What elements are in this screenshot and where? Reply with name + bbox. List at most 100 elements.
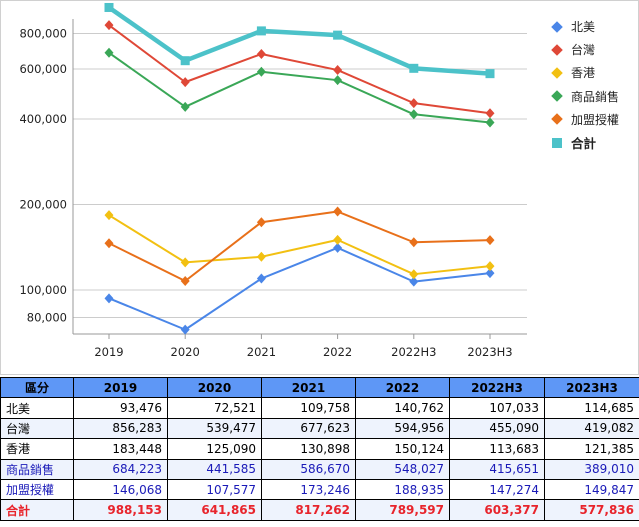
legend-label: 香港 xyxy=(571,66,596,81)
table-cell: 389,010 xyxy=(544,458,639,480)
y-tick-label: 800,000 xyxy=(19,27,67,41)
table-header-cell: 2019 xyxy=(73,376,168,399)
table-cell: 817,262 xyxy=(261,499,356,521)
data-point-diamond xyxy=(256,217,266,228)
table-cell: 577,836 xyxy=(544,499,639,521)
data-point-square xyxy=(256,26,266,36)
table-cell: 93,476 xyxy=(73,397,168,419)
table-row-label: 加盟授權 xyxy=(0,478,74,501)
legend-label: 合計 xyxy=(571,136,597,152)
x-tick-label: 2020 xyxy=(171,345,200,359)
table-row: 合計 988,153 641,865 817,262 789,597 603,377 577… xyxy=(0,499,639,521)
chart-area: 80,000 100,000 200,000 400,000 600,000 800,00… xyxy=(0,0,639,375)
x-tick-label: 2023H3 xyxy=(467,345,512,359)
table-cell: 415,651 xyxy=(449,458,545,480)
legend-label: 北美 xyxy=(571,20,596,35)
table-cell: 114,685 xyxy=(544,397,639,419)
legend-label: 台灣 xyxy=(571,43,596,58)
table-cell: 594,956 xyxy=(355,417,450,440)
data-point-diamond xyxy=(485,117,495,128)
series-line xyxy=(108,24,491,115)
data-point-diamond xyxy=(409,98,419,109)
data-point-diamond xyxy=(104,238,114,249)
data-point-diamond xyxy=(256,66,266,77)
line-chart: 80,000 100,000 200,000 400,000 600,000 800,00… xyxy=(19,2,527,359)
square-marker-icon xyxy=(552,137,562,148)
data-point-diamond xyxy=(409,109,419,120)
table-header-cell: 2021 xyxy=(261,376,356,399)
data-point-square xyxy=(409,63,419,73)
series-line xyxy=(107,5,491,76)
table-header-cell: 2020 xyxy=(167,376,262,399)
table-cell: 641,865 xyxy=(167,499,262,521)
legend-item: 合計 xyxy=(549,131,639,154)
table-cell: 441,585 xyxy=(167,458,262,480)
table-cell: 113,683 xyxy=(449,438,545,460)
table-cell: 455,090 xyxy=(449,417,545,440)
table-cell: 140,762 xyxy=(355,397,450,419)
table-cell: 125,090 xyxy=(167,438,262,460)
data-point-square xyxy=(333,30,343,40)
table-row-label: 北美 xyxy=(0,397,74,419)
data-point-diamond xyxy=(104,210,114,221)
series-line xyxy=(108,210,491,282)
data-point-square xyxy=(485,69,495,79)
table-cell: 419,082 xyxy=(544,417,639,440)
data-point-diamond xyxy=(180,77,190,88)
table-header-row: 區分 2019 2020 2021 2022 2022H3 2023H3 xyxy=(0,376,639,399)
table-cell: 677,623 xyxy=(261,417,356,440)
data-point-diamond xyxy=(180,324,190,335)
legend-item: 北美 xyxy=(549,15,639,38)
series-line xyxy=(108,214,491,276)
data-point-diamond xyxy=(333,234,343,245)
data-point-diamond xyxy=(333,242,343,253)
table-header-cell: 2022H3 xyxy=(449,376,545,399)
table-cell: 684,223 xyxy=(73,458,168,480)
table-cell: 183,448 xyxy=(73,438,168,460)
data-point-diamond xyxy=(485,108,495,119)
x-tick-label: 2021 xyxy=(247,345,276,359)
data-point-diamond xyxy=(104,47,114,58)
table-cell: 603,377 xyxy=(449,499,545,521)
series-line xyxy=(108,246,491,331)
table-cell: 149,847 xyxy=(544,478,639,501)
table-cell: 548,027 xyxy=(355,458,450,480)
data-point-diamond xyxy=(409,276,419,287)
y-tick-label: 400,000 xyxy=(19,112,67,126)
data-point-diamond xyxy=(485,235,495,246)
table-cell: 856,283 xyxy=(73,417,168,440)
table-cell: 147,274 xyxy=(449,478,545,501)
data-point-diamond xyxy=(180,257,190,268)
table-cell: 130,898 xyxy=(261,438,356,460)
table-cell: 107,577 xyxy=(167,478,262,501)
table-header-cell: 2023H3 xyxy=(544,376,639,399)
series-line xyxy=(108,51,491,124)
x-tick-label: 2022H3 xyxy=(391,345,436,359)
data-point-diamond xyxy=(485,261,495,272)
data-point-diamond xyxy=(409,237,419,248)
y-tick-label: 80,000 xyxy=(27,311,67,325)
data-point-diamond xyxy=(485,268,495,279)
table-cell: 586,670 xyxy=(261,458,356,480)
data-point-diamond xyxy=(333,75,343,86)
data-point-diamond xyxy=(256,251,266,262)
table-cell: 72,521 xyxy=(167,397,262,419)
data-table: 區分 2019 2020 2021 2022 2022H3 2023H3 北美 9… xyxy=(0,376,639,521)
table-cell: 789,597 xyxy=(355,499,450,521)
data-point-diamond xyxy=(180,101,190,112)
data-point-diamond xyxy=(333,206,343,217)
table-cell: 188,935 xyxy=(355,478,450,501)
chart-legend: 北美 台灣 香港 商品銷售 加盟授權 合計 xyxy=(549,15,639,154)
table-cell: 988,153 xyxy=(73,499,168,521)
legend-item: 商品銷售 xyxy=(549,85,639,108)
table-cell: 173,246 xyxy=(261,478,356,501)
legend-item: 香港 xyxy=(549,61,639,84)
data-point-diamond xyxy=(180,275,190,286)
y-tick-label: 200,000 xyxy=(19,198,67,212)
legend-item: 台灣 xyxy=(549,38,639,61)
y-tick-label: 100,000 xyxy=(19,283,67,297)
table-cell: 107,033 xyxy=(449,397,545,419)
diamond-marker-icon xyxy=(551,90,563,102)
x-tick-label: 2022 xyxy=(323,345,352,359)
table-row: 加盟授權 146,068 107,577 173,246 188,935 147,274 1… xyxy=(0,478,639,501)
